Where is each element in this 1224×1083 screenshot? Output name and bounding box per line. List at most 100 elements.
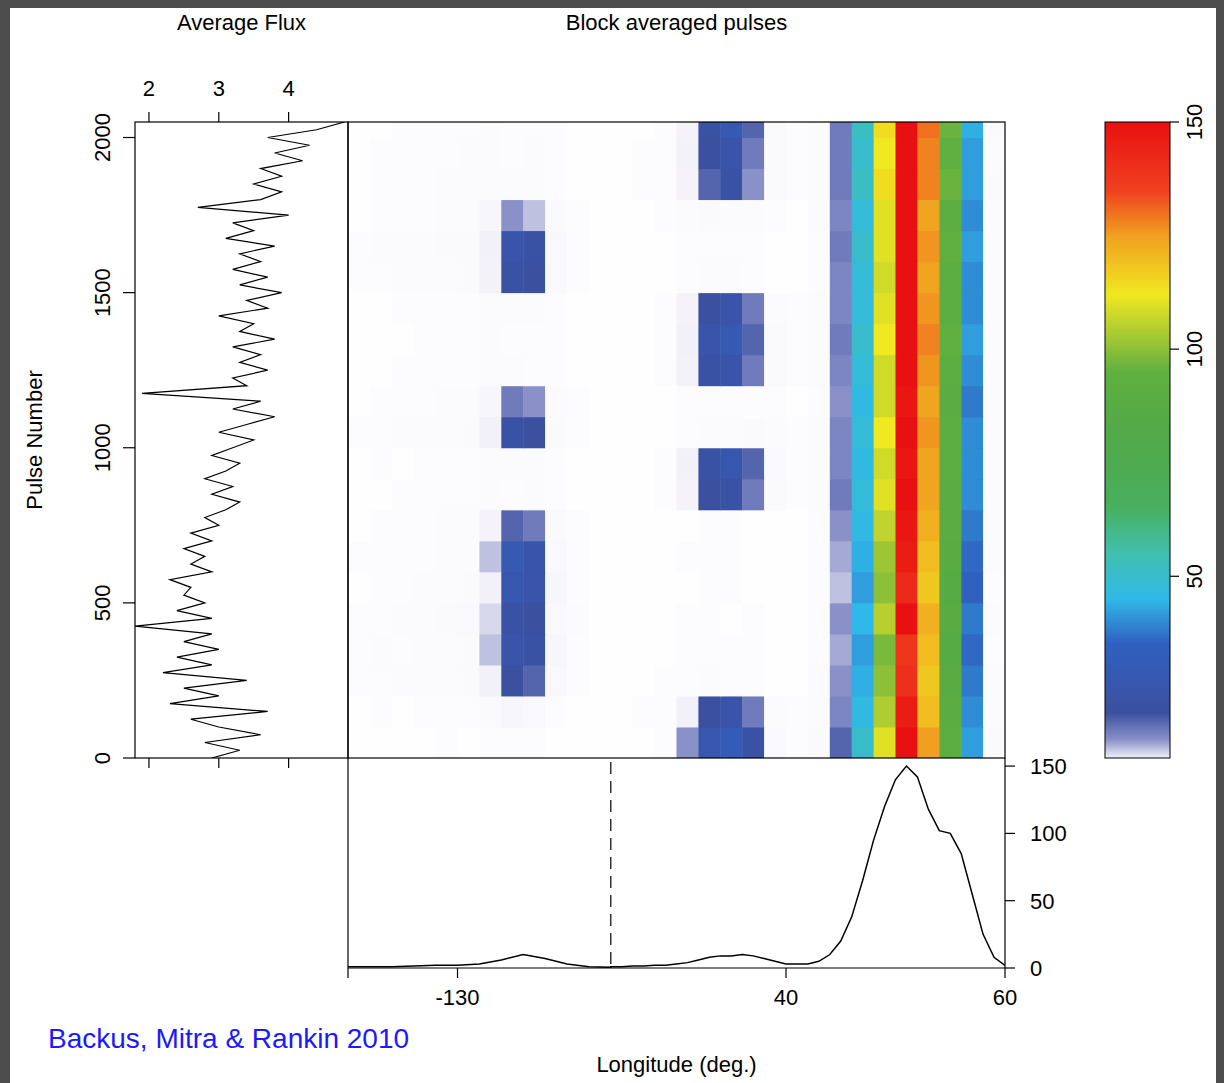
heatmap-cell	[742, 634, 764, 666]
heatmap-cell	[830, 122, 852, 138]
heatmap-cell	[939, 169, 961, 201]
heatmap-cell	[830, 665, 852, 697]
heatmap-cell	[414, 169, 436, 201]
heatmap-cell	[917, 386, 939, 418]
heatmap-cell	[392, 572, 414, 604]
heatmap-cell	[808, 262, 830, 294]
heatmap-cell	[852, 324, 874, 356]
heatmap-cell	[348, 324, 370, 356]
heatmap-cell	[633, 448, 655, 480]
heatmap-cell	[808, 479, 830, 511]
heatmap-cell	[698, 417, 720, 449]
heatmap-cell	[479, 355, 501, 387]
heatmap-cell	[479, 324, 501, 356]
heatmap-cell	[786, 665, 808, 697]
heatmap-cell	[501, 541, 523, 573]
heatmap-cell	[458, 169, 480, 201]
heatmap-cell	[567, 169, 589, 201]
heatmap-cell	[896, 510, 918, 542]
profile-y-tick-label: 150	[1030, 754, 1067, 779]
heatmap-cell	[545, 122, 567, 138]
heatmap-cell	[830, 510, 852, 542]
heatmap-cell	[370, 572, 392, 604]
heatmap-cell	[720, 386, 742, 418]
heatmap-cell	[567, 572, 589, 604]
heatmap-cell	[808, 386, 830, 418]
heatmap-cell	[961, 696, 983, 728]
heatmap-cell	[545, 355, 567, 387]
heatmap-cell	[414, 696, 436, 728]
heatmap-cell	[939, 634, 961, 666]
heatmap-cell	[392, 448, 414, 480]
heatmap-cell	[786, 386, 808, 418]
heatmap-cell	[523, 200, 545, 232]
heatmap-cell	[479, 293, 501, 325]
heatmap-cell	[458, 122, 480, 138]
heatmap-cell	[589, 231, 611, 263]
heatmap-cell	[436, 355, 458, 387]
heatmap-cell	[698, 479, 720, 511]
heatmap-cell	[677, 541, 699, 573]
heatmap-cell	[589, 541, 611, 573]
heatmap-cell	[589, 510, 611, 542]
heatmap-cell	[545, 727, 567, 758]
heatmap-cell	[414, 138, 436, 170]
heatmap-cell	[436, 262, 458, 294]
heatmap-cell	[896, 448, 918, 480]
heatmap-cell	[786, 231, 808, 263]
heatmap-cell	[874, 603, 896, 635]
profile-axis-left	[347, 758, 348, 968]
flux-tick-label: 4	[283, 76, 295, 101]
heatmap-cell	[808, 122, 830, 138]
heatmap-cell	[611, 727, 633, 758]
heatmap-cell	[720, 665, 742, 697]
heatmap-cell	[939, 262, 961, 294]
heatmap-cell	[392, 634, 414, 666]
heatmap-cell	[414, 510, 436, 542]
heatmap-cell	[961, 138, 983, 170]
longitude-tick	[457, 968, 458, 978]
heatmap-cell	[655, 417, 677, 449]
heatmap-cell	[370, 138, 392, 170]
heatmap-cell	[414, 262, 436, 294]
heatmap-cell	[808, 293, 830, 325]
longitude-tick-label: -130	[435, 985, 479, 1010]
heatmap-cell	[655, 138, 677, 170]
heatmap-cell	[523, 262, 545, 294]
heatmap-cell	[567, 122, 589, 138]
heatmap-cell	[917, 727, 939, 758]
heatmap-cell	[720, 510, 742, 542]
heatmap-cell	[917, 572, 939, 604]
heatmap-cell	[567, 386, 589, 418]
heatmap-cell	[808, 510, 830, 542]
heatmap-cell	[698, 541, 720, 573]
heatmap-cell	[501, 262, 523, 294]
heatmap-cell	[479, 138, 501, 170]
heatmap-cell	[392, 603, 414, 635]
heatmap-cell	[436, 727, 458, 758]
heatmap-cell	[414, 479, 436, 511]
heatmap-cell	[436, 541, 458, 573]
heatmap-cell	[436, 603, 458, 635]
heatmap-cell	[983, 138, 1005, 170]
segment-break	[610, 762, 611, 968]
heatmap-cell	[392, 122, 414, 138]
heatmap-cell	[764, 541, 786, 573]
heatmap-cell	[414, 386, 436, 418]
heatmap-cell	[458, 665, 480, 697]
heatmap-cell	[436, 510, 458, 542]
heatmap-cell	[545, 603, 567, 635]
heatmap-cell	[698, 324, 720, 356]
heatmap-cell	[764, 510, 786, 542]
heatmap-cell	[983, 169, 1005, 201]
heatmap-cell	[479, 200, 501, 232]
heatmap-cell	[720, 293, 742, 325]
heatmap-cell	[852, 355, 874, 387]
heatmap-cell	[458, 293, 480, 325]
heatmap-cell	[414, 665, 436, 697]
heatmap-cell	[414, 200, 436, 232]
heatmap-cell	[983, 541, 1005, 573]
heatmap-cell	[874, 479, 896, 511]
heatmap-cell	[348, 479, 370, 511]
heatmap-cell	[501, 169, 523, 201]
